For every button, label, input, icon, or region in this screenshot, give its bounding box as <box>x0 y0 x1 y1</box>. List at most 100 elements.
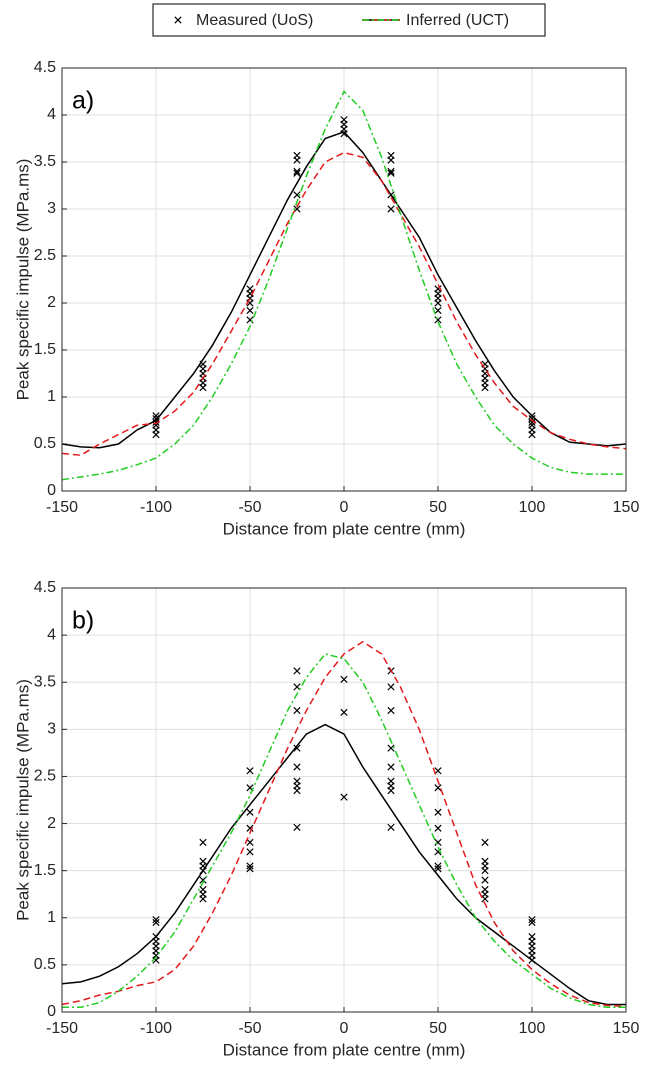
marker <box>246 808 254 816</box>
line <box>61 131 627 449</box>
marker <box>293 191 301 199</box>
marker <box>387 683 395 691</box>
marker <box>387 205 395 213</box>
marker <box>293 667 301 675</box>
line <box>62 653 626 1009</box>
x-axis-label: Distance from plate centre (mm) <box>223 519 466 538</box>
line <box>61 90 626 481</box>
marker <box>387 763 395 771</box>
x-tick-label: -150 <box>46 1020 78 1037</box>
marker <box>246 824 254 832</box>
x-tick-label: 100 <box>519 1020 546 1037</box>
y-tick-label: 3.5 <box>34 673 56 690</box>
marker <box>199 885 207 894</box>
x-tick-label: 0 <box>340 1020 349 1037</box>
y-tick-label: 4.5 <box>34 579 56 596</box>
marker <box>246 767 254 775</box>
marker <box>528 932 536 941</box>
marker <box>293 744 301 752</box>
x-tick-label: -150 <box>46 499 78 516</box>
y-tick-label: 2 <box>47 815 56 832</box>
axes-box <box>61 67 627 492</box>
y-tick-label: 4 <box>47 106 56 123</box>
legend-box <box>152 3 546 37</box>
marker <box>293 763 301 771</box>
marker <box>528 421 536 429</box>
marker <box>340 675 348 684</box>
line <box>61 640 627 1008</box>
y-axis-label: Peak specific impulse (MPa.ms) <box>13 159 32 401</box>
x-tick-label: -50 <box>238 1020 261 1037</box>
panel-label: b) <box>72 607 94 635</box>
y-tick-label: 0 <box>47 482 56 499</box>
x-tick-label: 150 <box>613 1020 640 1037</box>
marker <box>434 848 442 856</box>
marker <box>199 876 207 884</box>
legend-label: Measured (UoS) <box>196 12 313 29</box>
marker <box>199 838 207 847</box>
y-tick-label: 2.5 <box>34 768 56 785</box>
marker <box>387 706 395 715</box>
x-tick-label: -50 <box>238 499 261 516</box>
marker <box>528 916 536 924</box>
y-tick-label: 1.5 <box>34 341 56 358</box>
y-tick-label: 0 <box>47 1003 56 1020</box>
y-tick-label: 0.5 <box>34 956 56 973</box>
marker <box>387 777 395 785</box>
marker <box>387 151 395 160</box>
marker <box>387 823 395 831</box>
marker <box>293 151 301 160</box>
marker <box>152 916 160 924</box>
axes-box <box>61 587 627 1013</box>
marker <box>246 838 254 847</box>
marker <box>387 169 395 177</box>
marker <box>434 767 442 775</box>
marker <box>434 784 442 792</box>
x-tick-label: 0 <box>340 499 349 516</box>
marker <box>293 823 301 831</box>
marker <box>246 306 254 315</box>
x-tick-label: 50 <box>429 499 447 516</box>
marker <box>434 862 442 870</box>
y-tick-label: 2.5 <box>34 247 56 264</box>
marker <box>246 848 254 856</box>
marker <box>340 708 348 716</box>
marker <box>293 777 301 785</box>
marker <box>246 862 254 870</box>
y-tick-label: 4.5 <box>34 59 56 76</box>
marker <box>174 16 182 24</box>
y-tick-label: 1.5 <box>34 862 56 879</box>
y-tick-label: 2 <box>47 294 56 311</box>
marker <box>481 838 489 847</box>
marker <box>481 885 489 894</box>
y-tick-label: 0.5 <box>34 435 56 452</box>
y-tick-label: 1 <box>47 388 56 405</box>
y-tick-label: 3 <box>47 200 56 217</box>
x-tick-label: 150 <box>613 499 640 516</box>
marker <box>199 857 207 865</box>
marker <box>246 865 254 873</box>
x-axis-label: Distance from plate centre (mm) <box>223 1040 466 1059</box>
marker <box>528 414 536 423</box>
marker <box>152 918 160 927</box>
marker <box>481 876 489 884</box>
marker <box>434 808 442 816</box>
marker <box>434 824 442 832</box>
y-tick-label: 1 <box>47 909 56 926</box>
marker <box>340 793 348 801</box>
marker <box>434 838 442 847</box>
marker <box>293 706 301 715</box>
y-axis-label: Peak specific impulse (MPa.ms) <box>13 679 32 921</box>
marker <box>246 285 254 293</box>
marker <box>434 306 442 315</box>
marker <box>293 169 301 177</box>
marker <box>434 285 442 293</box>
x-tick-label: 50 <box>429 1020 447 1037</box>
marker <box>340 116 348 124</box>
marker <box>481 857 489 865</box>
marker <box>528 918 536 927</box>
marker <box>387 744 395 752</box>
panel-label: a) <box>72 87 94 115</box>
legend-label: Inferred (UCT) <box>406 12 509 29</box>
